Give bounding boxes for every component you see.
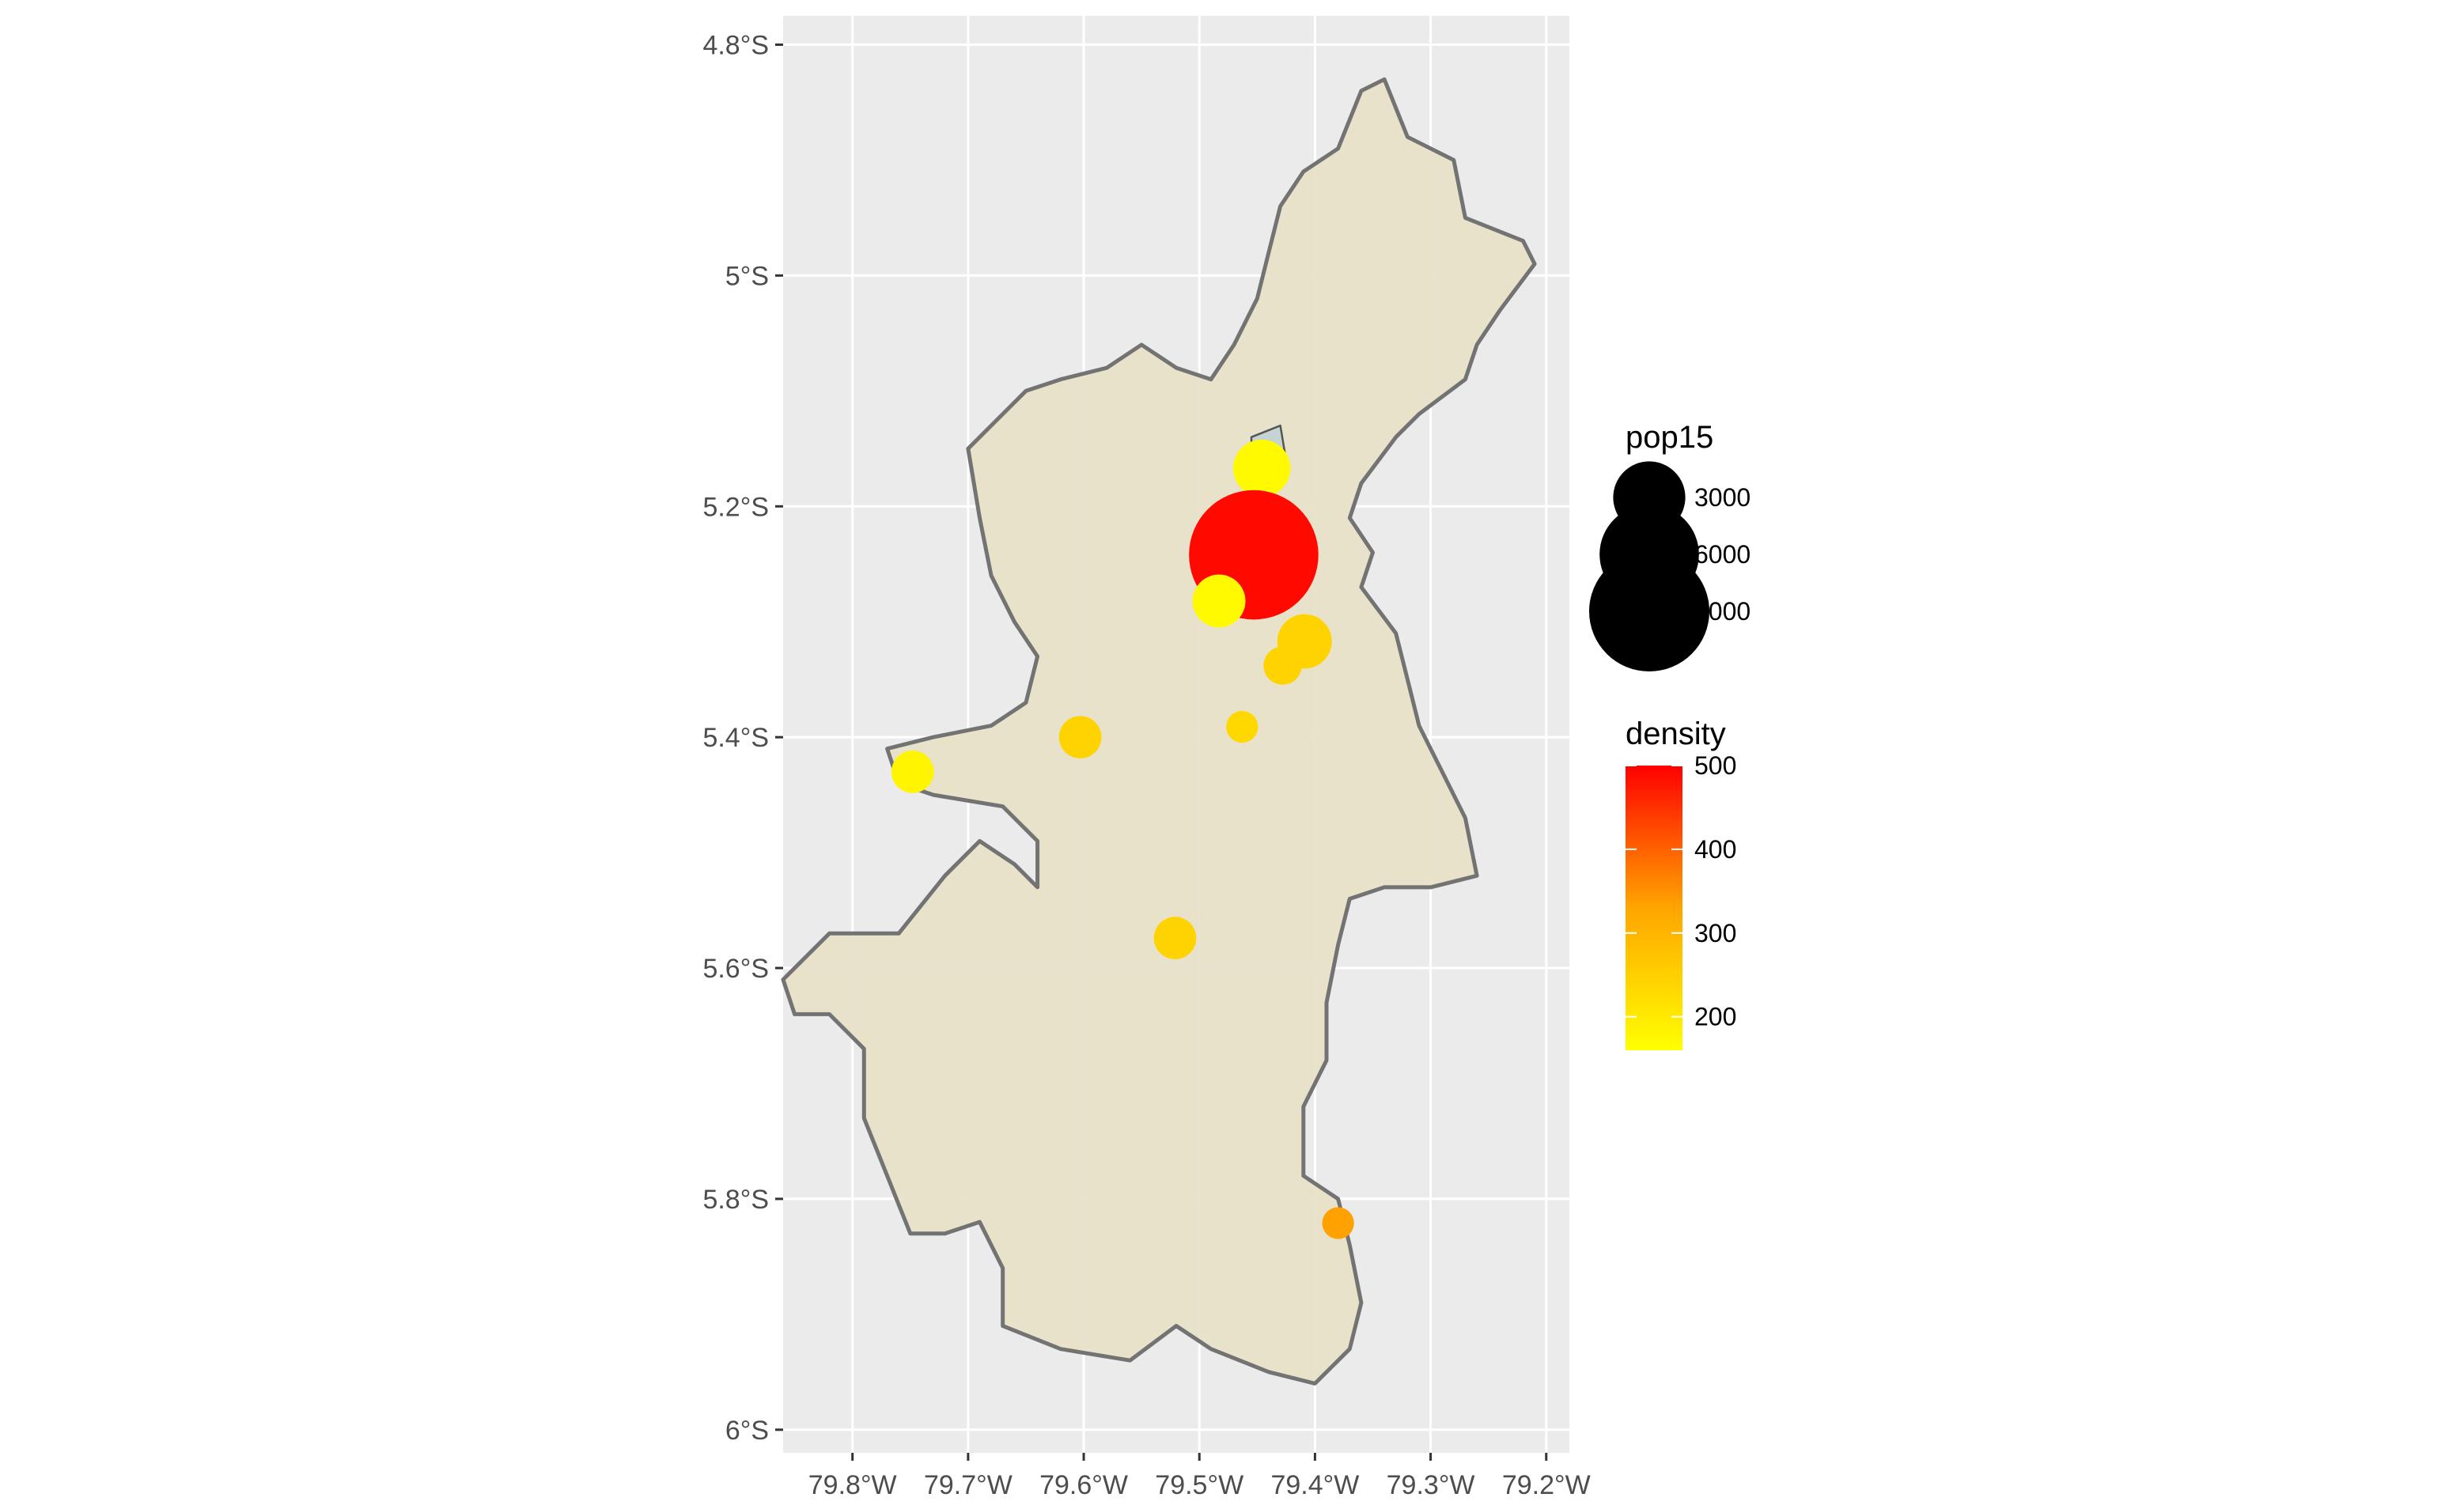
color-legend: density 500 400 300 200: [1626, 717, 1736, 1050]
x-axis: 79.8°W 79.7°W 79.6°W 79.5°W 79.4°W 79.3°W 79.2…: [808, 1453, 1591, 1500]
x-tick-label-3: 79.5°W: [1155, 1470, 1243, 1500]
x-tick-label-0: 79.8°W: [808, 1470, 897, 1500]
population-point-8: [1153, 917, 1197, 959]
y-tick-label-4: 5.6°S: [702, 954, 769, 984]
population-point-0: [1232, 439, 1291, 497]
points-layer: [891, 439, 1354, 1239]
size-legend-label-1: 6000: [1694, 540, 1751, 569]
x-tick-label-5: 79.3°W: [1387, 1470, 1475, 1500]
x-tick-label-6: 79.2°W: [1502, 1470, 1591, 1500]
population-point-9: [1322, 1207, 1354, 1239]
population-point-5: [1226, 710, 1258, 743]
color-legend-title: density: [1626, 717, 1726, 751]
colorbar-label-1: 400: [1694, 835, 1736, 864]
size-legend-key-2: [1589, 551, 1709, 671]
y-tick-label-5: 5.8°S: [702, 1185, 769, 1215]
size-legend-label-0: 3000: [1694, 483, 1751, 512]
y-tick-label-2: 5.2°S: [702, 492, 769, 522]
y-tick-label-6: 6°S: [725, 1416, 769, 1446]
x-tick-label-4: 79.4°W: [1270, 1470, 1359, 1500]
size-legend-title: pop15: [1626, 420, 1713, 455]
colorbar-label-3: 200: [1694, 1003, 1736, 1031]
y-tick-label-3: 5.4°S: [702, 723, 769, 753]
y-tick-label-0: 4.8°S: [702, 30, 769, 60]
y-axis: 4.8°S 5°S 5.2°S 5.4°S 5.6°S 5.8°S 6°S: [702, 30, 783, 1446]
y-tick-label-1: 5°S: [725, 261, 769, 291]
region-polygon: [781, 77, 1537, 1386]
size-legend-label-2: 9000: [1694, 597, 1751, 626]
colorbar-label-0: 500: [1694, 751, 1736, 780]
x-tick-label-1: 79.7°W: [924, 1470, 1012, 1500]
density-colorbar: [1626, 766, 1682, 1050]
x-tick-label-2: 79.6°W: [1039, 1470, 1128, 1500]
region-layer: [781, 77, 1537, 1386]
population-point-6: [1058, 716, 1102, 758]
population-point-4: [1263, 646, 1302, 685]
population-point-2: [1192, 574, 1246, 628]
colorbar-label-2: 300: [1694, 919, 1736, 947]
population-point-7: [891, 751, 934, 793]
size-legend: pop15 3000 6000 9000: [1589, 420, 1751, 671]
